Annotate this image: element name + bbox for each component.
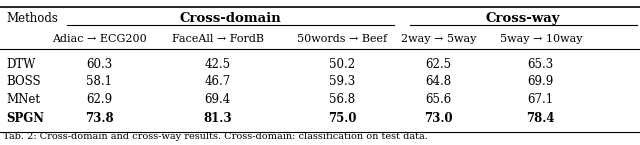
Text: 64.8: 64.8 xyxy=(426,75,451,88)
Text: BOSS: BOSS xyxy=(6,75,41,88)
Text: FaceAll → FordB: FaceAll → FordB xyxy=(172,34,264,44)
Text: Cross-way: Cross-way xyxy=(486,12,561,25)
Text: Methods: Methods xyxy=(6,12,58,25)
Text: 75.0: 75.0 xyxy=(328,112,356,125)
Text: 65.3: 65.3 xyxy=(527,58,554,71)
Text: Cross-domain: Cross-domain xyxy=(180,12,281,25)
Text: 50words → Beef: 50words → Beef xyxy=(298,34,387,44)
Text: 69.9: 69.9 xyxy=(527,75,554,88)
Text: 59.3: 59.3 xyxy=(329,75,356,88)
Text: 2way → 5way: 2way → 5way xyxy=(401,34,476,44)
Text: 62.9: 62.9 xyxy=(86,93,112,106)
Text: 42.5: 42.5 xyxy=(205,58,230,71)
Text: 73.8: 73.8 xyxy=(85,112,113,125)
Text: 65.6: 65.6 xyxy=(425,93,452,106)
Text: 78.4: 78.4 xyxy=(527,112,555,125)
Text: 60.3: 60.3 xyxy=(86,58,113,71)
Text: MNet: MNet xyxy=(6,93,40,106)
Text: 58.1: 58.1 xyxy=(86,75,112,88)
Text: Tab. 2: Cross-domain and cross-way results. Cross-domain: classification on test: Tab. 2: Cross-domain and cross-way resul… xyxy=(3,132,428,141)
Text: DTW: DTW xyxy=(6,58,36,71)
Text: 81.3: 81.3 xyxy=(204,112,232,125)
Text: 62.5: 62.5 xyxy=(426,58,451,71)
Text: 5way → 10way: 5way → 10way xyxy=(500,34,582,44)
Text: 73.0: 73.0 xyxy=(424,112,452,125)
Text: Adiac → ECG200: Adiac → ECG200 xyxy=(52,34,147,44)
Text: 56.8: 56.8 xyxy=(330,93,355,106)
Text: 69.4: 69.4 xyxy=(204,93,231,106)
Text: 50.2: 50.2 xyxy=(330,58,355,71)
Text: 46.7: 46.7 xyxy=(204,75,231,88)
Text: SPGN: SPGN xyxy=(6,112,44,125)
Text: 67.1: 67.1 xyxy=(528,93,554,106)
